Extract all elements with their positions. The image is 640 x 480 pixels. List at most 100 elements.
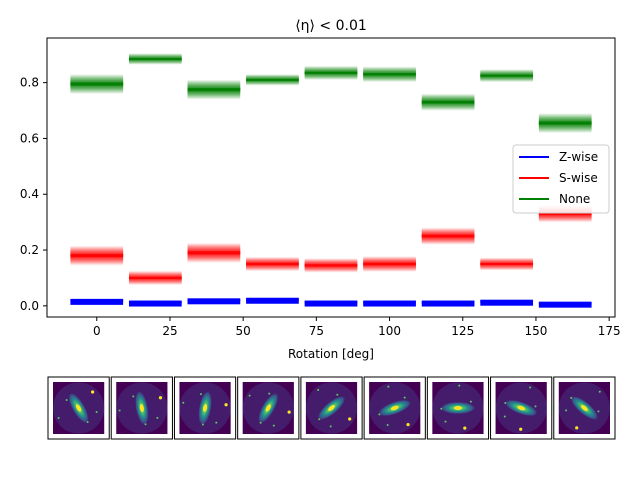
x-tick-label: 50: [236, 324, 251, 338]
bin-z-wise-100: [363, 300, 416, 307]
thumbnail-star: [200, 393, 203, 396]
x-tick-label: 75: [309, 324, 324, 338]
thumbnail-star: [272, 424, 275, 427]
y-tick-label: 0.8: [20, 76, 39, 90]
bin-none-120: [421, 93, 475, 111]
bin-core: [480, 299, 534, 306]
thumbnail-star: [95, 411, 98, 413]
bin-none-100: [363, 66, 416, 82]
bin-core: [363, 262, 416, 266]
galaxy-thumbnail-strip: [47, 376, 616, 440]
thumbnail-star: [317, 389, 320, 392]
bin-z-wise-60: [246, 297, 299, 304]
legend-label-s-wise: S-wise: [559, 171, 598, 185]
legend: Z-wise S-wise None: [512, 144, 610, 214]
y-tick-label: 0.6: [20, 131, 39, 145]
bin-none-160: [538, 113, 592, 133]
bin-s-wise-120: [421, 227, 475, 245]
bin-s-wise-60: [246, 257, 299, 271]
thumbnail-star: [132, 395, 135, 398]
galaxy-core: [390, 405, 399, 411]
thumbnail-star: [597, 410, 600, 413]
thumbnail-star: [575, 426, 579, 430]
bin-core: [187, 298, 241, 305]
bin-z-wise-80: [304, 300, 358, 307]
bin-core: [128, 300, 182, 307]
thumbnail-star: [504, 402, 507, 405]
galaxy-thumbnail: [237, 376, 300, 440]
galaxy-thumbnail: [110, 376, 173, 440]
galaxy-thumbnail: [300, 376, 363, 440]
bin-core: [304, 264, 358, 267]
thumbnail-star: [318, 418, 321, 421]
thumbnail-star: [248, 394, 251, 397]
thumbnail-star: [406, 422, 410, 427]
bin-s-wise-100: [363, 256, 416, 272]
thumbnail-star: [440, 407, 443, 410]
galaxy-core: [453, 406, 462, 410]
bin-core: [187, 251, 241, 255]
thumbnail-star: [534, 405, 537, 408]
thumbnail-star: [268, 392, 271, 395]
bin-core: [70, 298, 124, 305]
galaxy-thumbnail: [363, 376, 426, 440]
bin-core: [538, 212, 592, 216]
bin-none-0: [70, 74, 124, 94]
bin-none-60: [246, 74, 299, 86]
thumbnail-star: [570, 396, 573, 399]
thumbnail-star: [378, 413, 381, 416]
x-axis-ticks: 0 25 50 75 100 125 150 175: [93, 317, 621, 338]
thumbnail-star: [444, 420, 447, 423]
thumbnail-star: [463, 426, 467, 430]
galaxy-thumbnail: [553, 376, 616, 440]
thumbnail-star: [287, 410, 291, 414]
galaxy-core: [202, 404, 208, 412]
thumbnail-star: [565, 409, 568, 412]
thumbnail-star: [598, 390, 601, 393]
thumbnail-star: [57, 417, 60, 419]
bin-core: [70, 254, 124, 258]
thumbnail-star: [386, 424, 389, 427]
x-tick-label: 100: [378, 324, 401, 338]
bin-core: [421, 300, 475, 307]
bin-none-20: [128, 53, 182, 65]
x-tick-label: 150: [524, 324, 547, 338]
thumbnail-star: [336, 393, 339, 396]
bin-none-80: [304, 65, 358, 80]
y-axis-ticks: 0.0 0.2 0.4 0.6 0.8: [20, 76, 47, 313]
bin-core: [363, 73, 416, 76]
galaxy-thumbnail: [490, 376, 553, 440]
bin-z-wise-0: [70, 298, 124, 305]
thumbnail-star: [201, 423, 204, 426]
bin-none-140: [480, 69, 534, 82]
bin-core: [128, 58, 182, 61]
thumbnail-star: [144, 423, 147, 426]
x-tick-label: 125: [451, 324, 474, 338]
bins-layer: [70, 53, 592, 308]
bin-core: [363, 300, 416, 307]
bin-core: [187, 88, 241, 92]
galaxy-core: [75, 404, 82, 412]
bin-core: [480, 262, 534, 265]
thumbnail-star: [387, 385, 390, 388]
thumbnail-star: [156, 416, 159, 419]
thumbnail-star: [91, 390, 95, 394]
bin-core: [538, 121, 592, 125]
thumbnail-star: [118, 409, 121, 412]
thumbnail-star: [182, 401, 185, 404]
legend-label-none: None: [559, 192, 590, 206]
thumbnail-star: [348, 417, 352, 421]
thumbnail-star: [86, 421, 89, 423]
bin-core: [421, 100, 475, 104]
galaxy-core: [328, 405, 335, 411]
bin-none-40: [187, 79, 241, 100]
thumbnail-star: [224, 403, 228, 407]
bin-core: [480, 74, 534, 77]
bin-z-wise-160: [538, 301, 592, 308]
thumbnail-star: [259, 421, 262, 424]
galaxy-core: [581, 405, 588, 411]
bin-core: [304, 300, 358, 307]
thumbnail-star: [215, 421, 218, 424]
thumbnail-star: [519, 427, 523, 431]
thumbnail-star: [403, 396, 406, 399]
